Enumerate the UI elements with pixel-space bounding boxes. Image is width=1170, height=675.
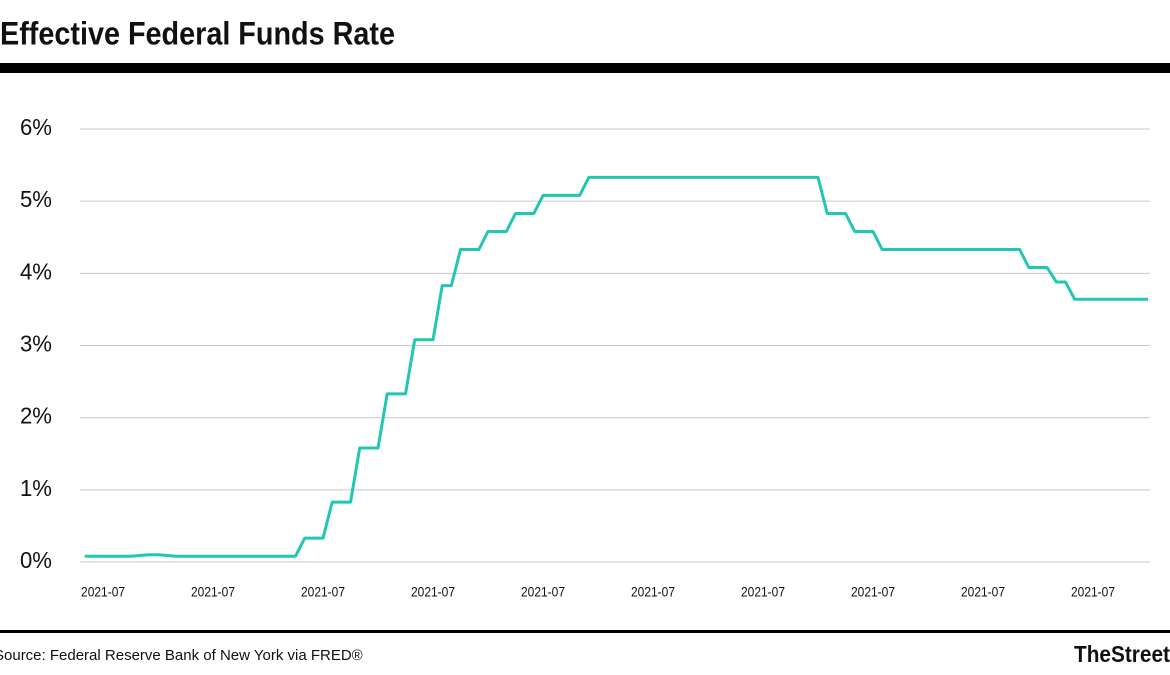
y-tick-label: 0% xyxy=(20,547,52,573)
x-tick-label: 2021-07 xyxy=(411,584,455,600)
brand: TheStreet xyxy=(1074,641,1170,667)
footer-rule xyxy=(0,630,1170,633)
chart-title: Effective Federal Funds Rate xyxy=(0,15,395,51)
x-tick-label: 2021-07 xyxy=(961,584,1005,600)
y-tick-label: 4% xyxy=(20,258,52,284)
y-tick-label: 6% xyxy=(20,114,52,140)
x-tick-label: 2021-07 xyxy=(1071,584,1115,600)
x-tick-label: 2021-07 xyxy=(191,584,235,600)
x-tick-label: 2021-07 xyxy=(631,584,675,600)
y-tick-label: 3% xyxy=(20,331,52,357)
y-tick-label: 5% xyxy=(20,186,52,212)
x-tick-label: 2021-07 xyxy=(81,584,125,600)
x-tick-label: 2021-07 xyxy=(521,584,565,600)
y-tick-label: 1% xyxy=(20,475,52,501)
data-line xyxy=(84,175,1148,558)
x-tick-label: 2021-07 xyxy=(851,584,895,600)
source-note: Source: Federal Reserve Bank of New York… xyxy=(0,647,363,664)
x-tick-label: 2021-07 xyxy=(301,584,345,600)
title-rule xyxy=(0,63,1170,73)
x-tick-label: 2021-07 xyxy=(741,584,785,600)
y-tick-label: 2% xyxy=(20,403,52,429)
